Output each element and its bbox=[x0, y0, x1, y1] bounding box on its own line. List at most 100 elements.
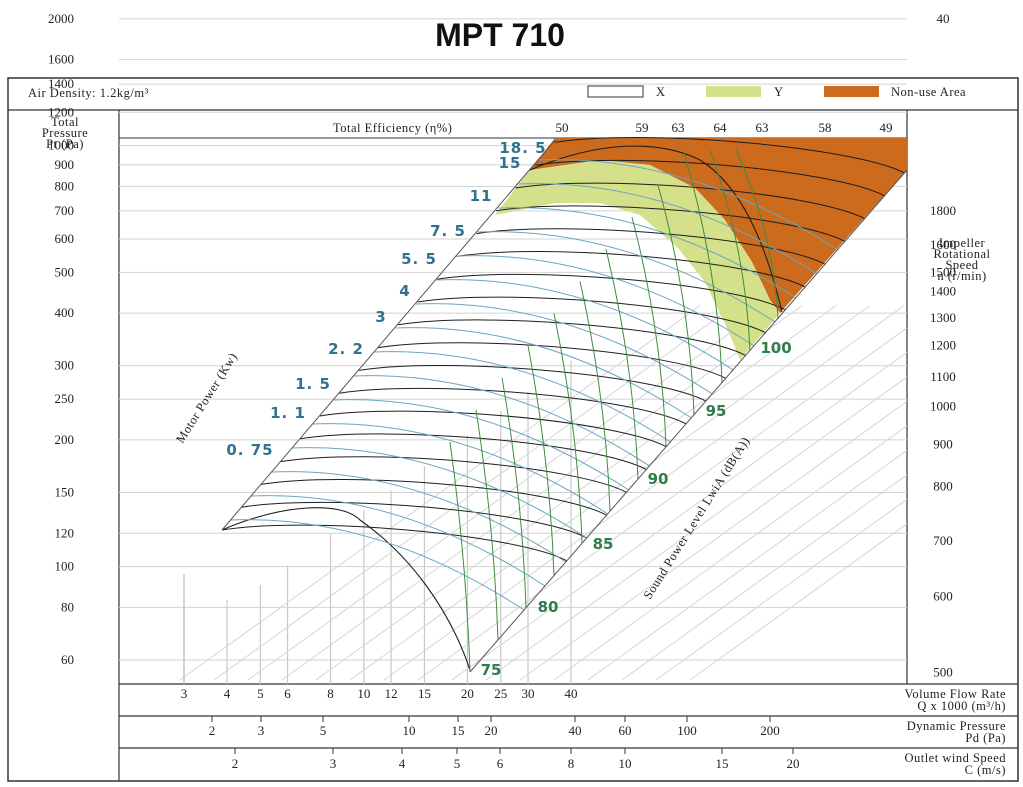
y-tick-label-11: 700 bbox=[55, 203, 75, 218]
region-layer bbox=[495, 138, 907, 360]
motor-power-label-7: 7. 5 bbox=[430, 222, 466, 240]
c-tick-label-2: 4 bbox=[399, 756, 406, 771]
y-tick-label-4: 150 bbox=[55, 484, 75, 499]
efficiency-tick-label-0: 50 bbox=[556, 120, 569, 135]
grid-diagonal-14 bbox=[655, 498, 908, 681]
c-label-line1: Outlet wind Speed bbox=[904, 751, 1006, 765]
motor-power-label-0: 0. 75 bbox=[226, 441, 273, 459]
grid-diagonal-2 bbox=[247, 305, 769, 681]
pd-tick-label-2: 5 bbox=[320, 723, 327, 738]
motor-power-label-2: 1. 5 bbox=[295, 375, 331, 393]
legend-label-non-use: Non-use Area bbox=[891, 85, 966, 99]
speed-label-line2: Rotational bbox=[933, 247, 990, 261]
pressure-curve-13 bbox=[476, 228, 826, 265]
grid-diagonal-10 bbox=[519, 400, 908, 681]
y-tick-label-15: 1200 bbox=[48, 104, 74, 119]
pressure-curve-9 bbox=[398, 319, 747, 357]
c-tick-label-6: 10 bbox=[619, 756, 632, 771]
x-tick-label-7: 15 bbox=[418, 686, 431, 701]
efficiency-tick-label-4: 63 bbox=[756, 120, 769, 135]
y-area-region bbox=[495, 160, 780, 360]
motor-power-line-5 bbox=[333, 399, 629, 491]
y-tick-label-9: 500 bbox=[55, 264, 75, 279]
sound-level-axis-label: Sound Power Level LwiA (dB(A)) bbox=[641, 434, 753, 601]
pd-label-line2: Pd (Pa) bbox=[965, 731, 1006, 745]
grid-diagonal-7 bbox=[417, 327, 908, 681]
legend-label-x: X bbox=[656, 85, 666, 99]
sound-level-line-8 bbox=[657, 184, 695, 416]
y-tick-label-2: 100 bbox=[55, 559, 75, 574]
pd-tick-label-4: 15 bbox=[452, 723, 465, 738]
sound-level-line-9 bbox=[683, 152, 723, 384]
motor-power-label-10: 18. 5 bbox=[499, 139, 546, 157]
grid-diagonal-1 bbox=[213, 305, 735, 681]
x-tick-label-11: 40 bbox=[564, 686, 577, 701]
c-tick-label-1: 3 bbox=[330, 756, 337, 771]
x-tick-label-3: 6 bbox=[284, 686, 291, 701]
x-tick-label-10: 30 bbox=[522, 686, 535, 701]
y-tick-label-0: 60 bbox=[61, 652, 74, 667]
pd-tick-label-3: 10 bbox=[403, 723, 416, 738]
efficiency-tick-label-3: 64 bbox=[714, 120, 728, 135]
c-label-line2: C (m/s) bbox=[965, 763, 1006, 777]
x-tick-label-1: 4 bbox=[224, 686, 231, 701]
efficiency-tick-label-5: 58 bbox=[819, 120, 832, 135]
pressure-curve-0 bbox=[221, 524, 568, 562]
motor-power-line-3 bbox=[292, 447, 588, 539]
y-tick-label-1: 80 bbox=[61, 599, 74, 614]
speed-tick-label-1: 1800 bbox=[930, 203, 956, 218]
tick-layer: 6080100120150200250300400500600700800900… bbox=[48, 11, 956, 771]
c-tick-label-4: 6 bbox=[497, 756, 504, 771]
pd-tick-label-7: 60 bbox=[619, 723, 632, 738]
speed-tick-label-11: 700 bbox=[933, 533, 953, 548]
sound-level-line-5 bbox=[579, 281, 611, 512]
efficiency-tick-label-6: 49 bbox=[880, 120, 893, 135]
sound-level-line-2 bbox=[501, 377, 527, 608]
sound-level-line-0 bbox=[449, 441, 471, 673]
pressure-curve-16 bbox=[535, 159, 886, 197]
y-tick-label-13: 900 bbox=[55, 157, 75, 172]
chart-frame bbox=[7, 77, 1019, 782]
y-tick-label-12: 800 bbox=[55, 178, 75, 193]
speed-tick-label-13: 500 bbox=[933, 665, 953, 680]
y-tick-label-14: 1000 bbox=[48, 138, 74, 153]
sound-level-line-3 bbox=[527, 345, 555, 576]
pressure-curve-4 bbox=[300, 433, 647, 471]
speed-tick-label-7: 1100 bbox=[930, 369, 956, 384]
x-tick-label-6: 12 bbox=[385, 686, 398, 701]
motor-power-line-1 bbox=[251, 495, 546, 587]
x-tick-label-9: 25 bbox=[494, 686, 507, 701]
envelope-right-line bbox=[469, 169, 908, 673]
grid-diagonal-6 bbox=[383, 305, 905, 681]
motor-power-line-4 bbox=[312, 423, 609, 515]
motor-power-label-8: 11 bbox=[470, 187, 493, 205]
y-tick-label-16: 1400 bbox=[48, 76, 74, 91]
grid-diagonal-8 bbox=[451, 351, 908, 681]
speed-tick-label-6: 1200 bbox=[930, 338, 956, 353]
legend-swatch-x bbox=[587, 85, 644, 98]
sound-level-label-0: 75 bbox=[481, 661, 502, 679]
y-tick-label-10: 600 bbox=[55, 231, 75, 246]
motor-power-label-3: 2. 2 bbox=[328, 340, 364, 358]
efficiency-label: Total Efficiency (η%) bbox=[333, 121, 452, 135]
y-label-line3: Pt (Pa) bbox=[46, 137, 84, 151]
grid-diagonal-15 bbox=[689, 523, 908, 681]
motor-power-line-0 bbox=[230, 519, 525, 611]
pressure-curve-8 bbox=[378, 342, 727, 379]
y-tick-label-3: 120 bbox=[55, 525, 75, 540]
non-use-area-region bbox=[530, 138, 907, 313]
y-tick-label-17: 1600 bbox=[48, 52, 74, 67]
sound-level-label-4: 95 bbox=[706, 402, 727, 420]
air-density-text: Air Density: 1.2kg/m³ bbox=[28, 86, 149, 100]
motor-power-line-2 bbox=[271, 471, 567, 563]
speed-tick-label-10: 800 bbox=[933, 478, 953, 493]
speed-tick-label-9: 900 bbox=[933, 436, 953, 451]
speed-tick-label-5: 1300 bbox=[930, 310, 956, 325]
pd-tick-label-5: 20 bbox=[485, 723, 498, 738]
x-tick-label-8: 20 bbox=[461, 686, 474, 701]
motor-power-label-6: 5. 5 bbox=[401, 250, 437, 268]
x-tick-label-4: 8 bbox=[327, 686, 334, 701]
pressure-curve-2 bbox=[261, 479, 607, 516]
c-tick-label-0: 2 bbox=[232, 756, 239, 771]
y-tick-label-8: 400 bbox=[55, 305, 75, 320]
